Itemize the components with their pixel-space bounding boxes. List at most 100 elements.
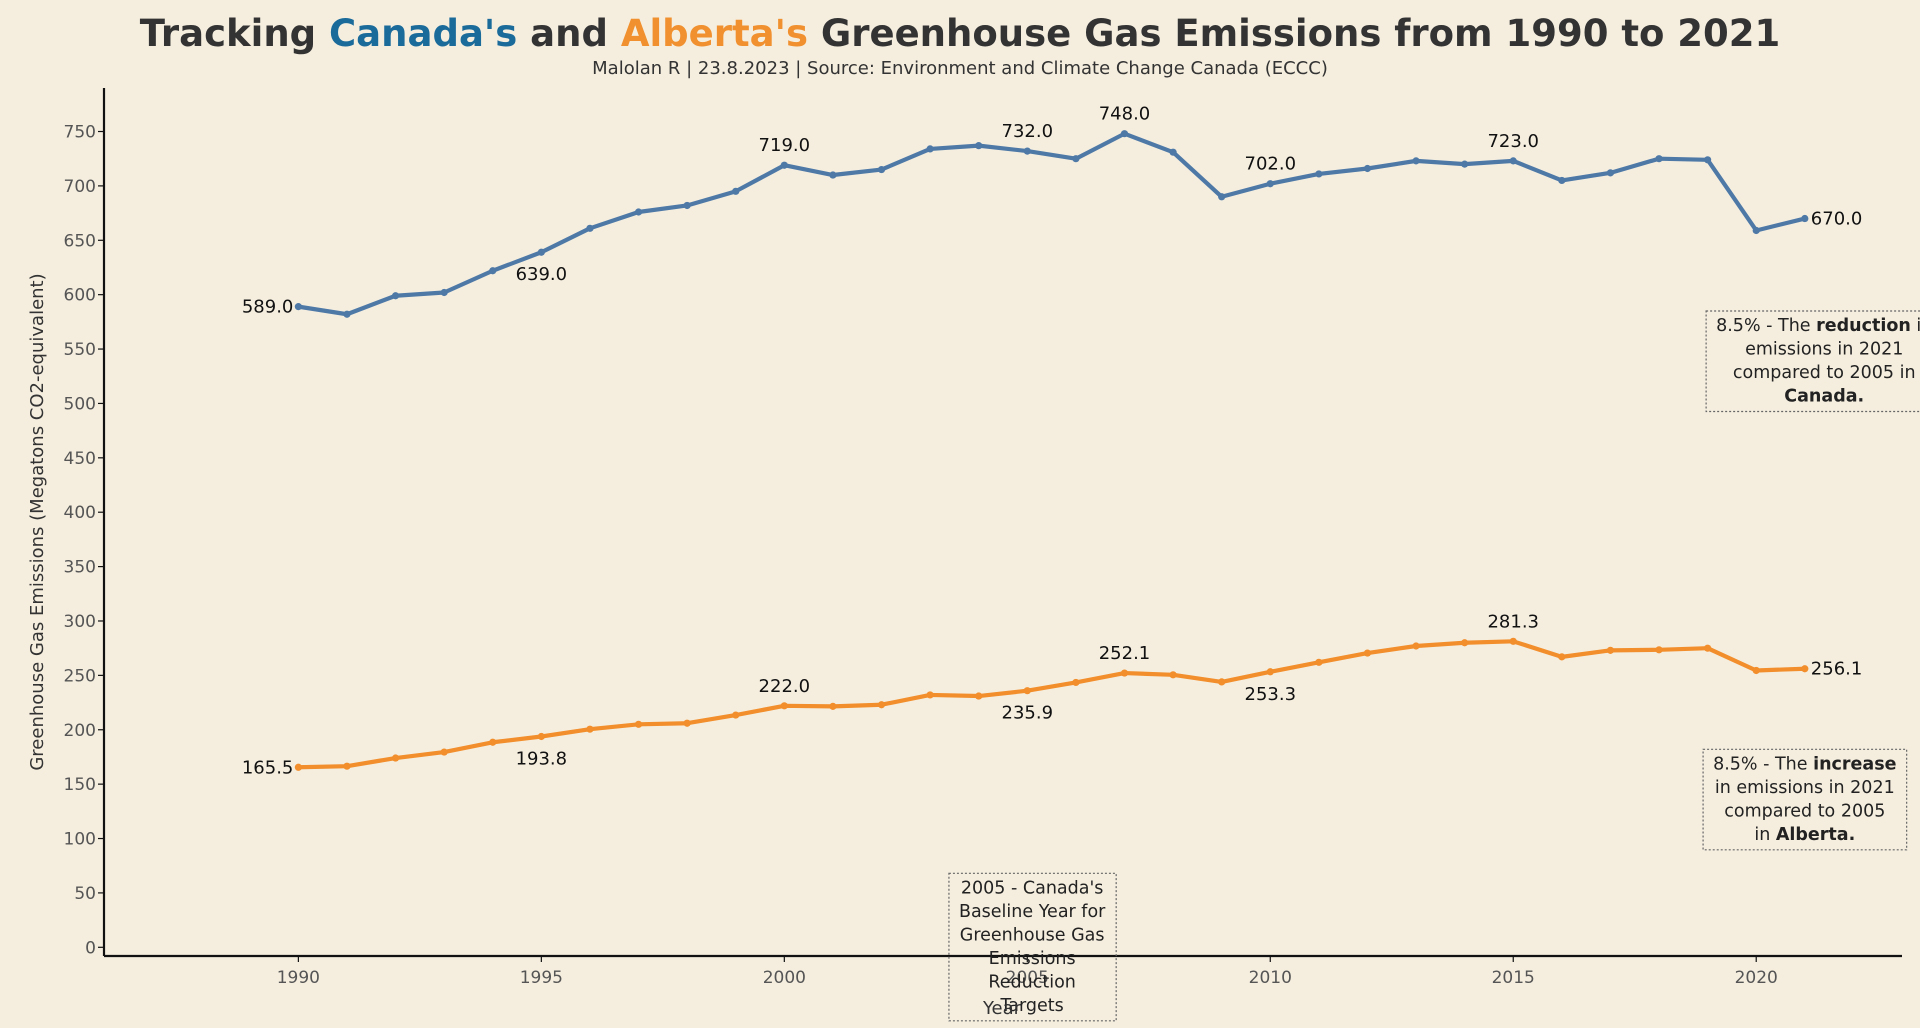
x-tick-label: 1995 [520, 968, 563, 988]
x-tick-label: 2015 [1492, 968, 1535, 988]
annotation-run: Baseline Year for [959, 902, 1106, 922]
annotation-run: in [1911, 316, 1920, 336]
series-0-point [1509, 157, 1517, 165]
series-1-point [1606, 646, 1615, 654]
annotation-run: 2005 - Canada's [961, 878, 1104, 898]
series-1-point [391, 754, 400, 762]
series-1-point [926, 691, 934, 699]
annotation-run: Alberta. [1776, 825, 1855, 845]
data-label: 235.9 [1002, 703, 1054, 724]
series-0-point [732, 187, 740, 195]
annotation-text: 8.5% - The increase in emissions in 2021 c… [1713, 754, 1897, 845]
annotation-line: Emissions [989, 949, 1076, 969]
annotation-run: compared to 2005 in [1733, 363, 1916, 383]
chart-subtitle: Malolan R | 23.8.2023 | Source: Environm… [592, 58, 1328, 79]
data-labels: 589.0 639.0 719.0 732.0 748.0 702.0 723.0 670.0… [242, 104, 1862, 779]
y-tick-label: 400 [64, 503, 96, 523]
series-1-point [683, 719, 691, 727]
annotation-text: 2005 - Canada's Baseline Year for Greenhou… [959, 878, 1106, 1016]
annotation-line: 8.5% - The reduction in [1716, 316, 1920, 336]
title-part: Greenhouse Gas Emissions from 1990 to 20… [808, 12, 1780, 55]
series-1-point [1072, 678, 1080, 687]
series-1-point [1218, 678, 1226, 686]
series-0-point [489, 267, 497, 275]
series-0-point [440, 288, 448, 297]
annotation-line: 2005 - Canada's [961, 878, 1104, 898]
data-label: 702.0 [1245, 154, 1297, 175]
title-part: Tracking [140, 12, 329, 55]
data-label: 165.5 [242, 757, 294, 778]
annotation-line: in Alberta. [1754, 825, 1855, 845]
annotation-run: Reduction [988, 972, 1075, 992]
annotation-line: compared to 2005 in [1733, 363, 1916, 383]
series-0-point [1606, 169, 1615, 177]
series-1-point [1558, 653, 1566, 661]
series-0-point [1752, 226, 1760, 235]
y-tick-label: 50 [74, 884, 96, 904]
series-1-point [440, 748, 448, 756]
annotation-line: Greenhouse Gas [960, 925, 1105, 945]
series-0-point [634, 208, 643, 216]
data-label: 193.8 [516, 748, 568, 769]
series-0-point [1266, 180, 1274, 188]
y-tick-label: 350 [64, 558, 96, 578]
series-1-point [586, 725, 594, 733]
series-1-point [1363, 649, 1372, 657]
series-0-point [586, 224, 594, 232]
data-label: 589.0 [242, 297, 294, 318]
data-label: 732.0 [1002, 121, 1054, 142]
y-tick-label: 150 [64, 775, 96, 795]
annotation-run: Emissions [989, 949, 1076, 969]
data-label: 723.0 [1487, 131, 1539, 152]
series-0-point [537, 248, 545, 256]
data-label: 719.0 [759, 135, 811, 156]
annotation-run: Canada. [1784, 386, 1864, 406]
annotation-line: Baseline Year for [959, 902, 1106, 922]
chart-title: Tracking Canada's and Alberta's Greenhou… [140, 12, 1781, 55]
y-tick-label: 0 [85, 938, 96, 958]
annotation-text: 8.5% - The reduction in emissions in 2021… [1716, 316, 1920, 407]
series-1-point [975, 692, 983, 700]
x-tick-label: 2000 [763, 968, 806, 988]
annotation-run: in [1754, 825, 1776, 845]
series-0-point [877, 165, 886, 174]
data-label: 222.0 [759, 676, 811, 697]
series-1-point [877, 701, 886, 709]
y-axis-label: Greenhouse Gas Emissions (Megatons CO2-e… [27, 273, 48, 770]
x-tick-label: 2020 [1735, 968, 1778, 988]
annotation-line: 8.5% - The increase [1713, 754, 1897, 774]
y-tick-label: 650 [64, 231, 96, 251]
annotation-border [1702, 748, 1908, 851]
title-part: Alberta's [621, 12, 808, 55]
data-label: 252.1 [1099, 643, 1151, 664]
series-0-point [1023, 147, 1031, 155]
series-0-point [1801, 214, 1809, 223]
x-tick-label: 2005 [1006, 968, 1049, 988]
series-0-line [296, 131, 1807, 317]
series-1-point [1655, 646, 1663, 654]
annotation-run: emissions in 2021 [1745, 339, 1903, 359]
series-1-point [537, 732, 545, 741]
title-part: and [517, 12, 621, 55]
series-0-point [1169, 148, 1177, 156]
annotation-box: 8.5% - The reduction in emissions in 2021… [1705, 310, 1920, 413]
series-0-point [780, 161, 788, 169]
series-1-point [829, 702, 837, 710]
series-1-point [1752, 666, 1760, 675]
annotation-run: in emissions in 2021 [1715, 778, 1895, 798]
series-0-point [1558, 176, 1566, 185]
series-0-point [1461, 160, 1469, 168]
series-layer [294, 130, 1809, 771]
series-0-point [294, 303, 302, 311]
annotation-box: 8.5% - The increase in emissions in 2021 c… [1702, 748, 1908, 851]
series-1-line [296, 639, 1807, 770]
series-1-point [1023, 687, 1031, 695]
annotation-run: 8.5% - The [1716, 316, 1816, 336]
annotation-run: compared to 2005 [1724, 801, 1885, 821]
y-tick-label: 600 [64, 286, 96, 306]
annotation-run: Greenhouse Gas [960, 925, 1105, 945]
data-label: 253.3 [1245, 684, 1297, 705]
annotation-line: Canada. [1784, 386, 1864, 406]
annotation-run: 8.5% - The [1713, 754, 1813, 774]
